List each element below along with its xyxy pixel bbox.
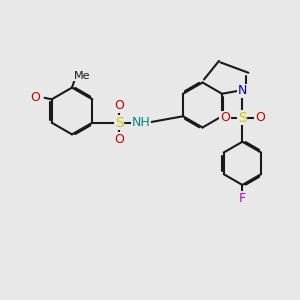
Text: Me: Me bbox=[74, 70, 91, 81]
Text: S: S bbox=[115, 116, 124, 130]
Text: S: S bbox=[238, 111, 247, 125]
Text: O: O bbox=[220, 111, 230, 124]
Text: NH: NH bbox=[131, 116, 150, 129]
Text: O: O bbox=[30, 91, 40, 104]
Text: O: O bbox=[255, 111, 265, 124]
Text: O: O bbox=[114, 133, 124, 146]
Text: O: O bbox=[114, 99, 124, 112]
Text: N: N bbox=[238, 84, 247, 97]
Text: F: F bbox=[239, 192, 246, 205]
